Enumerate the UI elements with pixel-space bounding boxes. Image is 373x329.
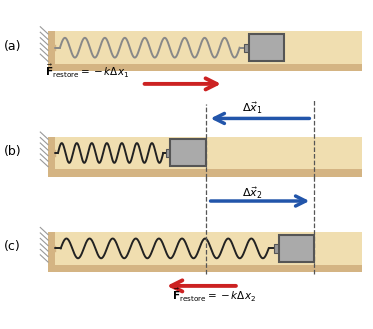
Bar	[48, 31, 362, 64]
Bar	[48, 169, 362, 177]
Bar	[48, 137, 55, 169]
Text: (b): (b)	[4, 145, 21, 158]
Bar	[249, 34, 284, 61]
Text: $\vec{\mathbf{F}}_{\mathrm{restore}} = -k\Delta x_2$: $\vec{\mathbf{F}}_{\mathrm{restore}} = -…	[172, 287, 256, 304]
Bar	[48, 232, 362, 265]
Bar	[244, 43, 249, 52]
Bar	[48, 232, 55, 265]
Bar	[166, 149, 170, 157]
Text: $\Delta\vec{x}_1$: $\Delta\vec{x}_1$	[242, 100, 263, 116]
Bar	[48, 64, 362, 71]
Text: $\Delta\vec{x}_2$: $\Delta\vec{x}_2$	[242, 185, 263, 201]
Bar	[279, 235, 314, 262]
Text: (c): (c)	[4, 240, 21, 253]
Bar	[170, 139, 206, 166]
Bar	[274, 244, 279, 253]
Text: $\vec{\mathbf{F}}_{\mathrm{restore}} = -k\Delta x_1$: $\vec{\mathbf{F}}_{\mathrm{restore}} = -…	[45, 63, 129, 80]
Bar	[48, 31, 55, 64]
Bar	[48, 265, 362, 272]
Bar	[48, 137, 362, 169]
Text: (a): (a)	[4, 39, 21, 53]
